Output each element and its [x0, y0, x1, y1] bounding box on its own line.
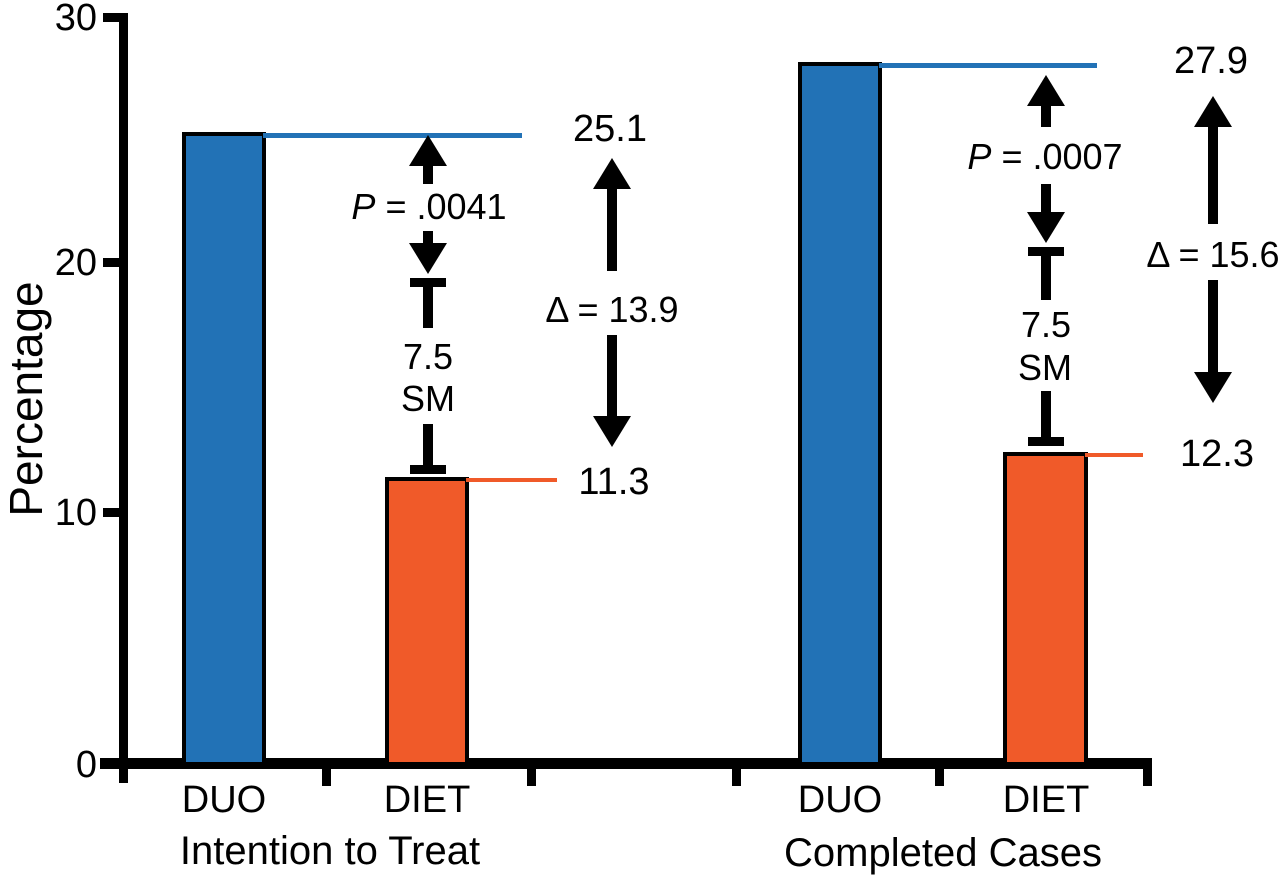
sm-value-itt: 7.5	[402, 336, 454, 377]
x-tick-2	[527, 758, 536, 786]
y-tick-30	[103, 13, 128, 22]
sm-value-cc: 7.5	[1020, 304, 1072, 345]
y-tick-20	[103, 258, 128, 267]
delta-arrow-down-head-cc	[1194, 372, 1232, 403]
delta-label-itt: Δ = 13.9	[545, 289, 679, 330]
sm-unit-itt: SM	[401, 378, 455, 419]
x-tick-1	[322, 758, 331, 786]
p-rest-itt: = .0041	[375, 186, 507, 227]
x-axis-line	[100, 758, 1152, 769]
bar-label-diet-cc: DIET	[1002, 779, 1090, 821]
y-axis-line	[119, 13, 128, 783]
y-tick-10	[103, 508, 128, 517]
sm-errorbar-bottom-line-cc	[1041, 391, 1051, 440]
p-arrow-up-shaft-cc	[1041, 103, 1051, 127]
x-tick-3	[732, 758, 741, 786]
duo-refline-itt	[263, 132, 522, 138]
y-tick-label-0: 0	[75, 744, 97, 786]
sm-errorbar-bottom-line-itt	[423, 424, 433, 470]
p-value-label-itt: P = .0041	[351, 189, 506, 225]
sm-errorbar-top-line-itt	[423, 278, 433, 328]
y-tick-label-20: 20	[54, 242, 97, 284]
delta-arrow-down-shaft-itt	[607, 335, 617, 419]
delta-arrow-down-head-itt	[593, 416, 631, 447]
y-tick-label-10: 10	[54, 492, 97, 534]
sm-unit-cc: SM	[1018, 347, 1072, 388]
delta-arrow-up-head-itt	[593, 158, 631, 189]
x-tick-4	[935, 758, 944, 786]
duo-refline-cc	[879, 62, 1097, 68]
bar-diet-itt	[385, 476, 469, 762]
bar-duo-cc	[798, 61, 882, 762]
p-arrow-down-shaft-cc	[1041, 184, 1051, 214]
p-letter-cc: P	[967, 136, 992, 177]
delta-arrow-down-shaft-cc	[1208, 280, 1218, 375]
bar-diet-cc	[1003, 451, 1088, 762]
duo-value-cc: 27.9	[1174, 40, 1248, 82]
sm-errorbar-bottom-cap-itt	[410, 465, 446, 474]
group-label-itt: Intention to Treat	[179, 829, 481, 873]
sm-errorbar-top-line-cc	[1041, 247, 1051, 300]
bar-duo-itt	[182, 131, 266, 762]
p-arrow-up-head-cc	[1027, 75, 1065, 106]
p-rest-cc: = .0007	[991, 136, 1123, 177]
delta-arrow-up-shaft-cc	[1208, 124, 1218, 224]
delta-label-cc: Δ = 15.6	[1146, 234, 1280, 275]
diet-refline-itt	[466, 477, 557, 482]
p-arrow-down-head-cc	[1027, 212, 1065, 243]
p-value-label-cc: P = .0007	[967, 139, 1122, 175]
diet-refline-cc	[1085, 452, 1143, 457]
sm-errorbar-bottom-cap-cc	[1028, 437, 1064, 446]
delta-arrow-up-shaft-itt	[607, 186, 617, 271]
bar-label-diet-itt: DIET	[383, 779, 471, 821]
diet-value-cc: 12.3	[1180, 433, 1254, 475]
y-tick-label-30: 30	[54, 0, 97, 39]
group-label-cc: Completed Cases	[784, 831, 1102, 875]
p-arrow-down-shaft-itt	[423, 231, 433, 246]
duo-value-itt: 25.1	[573, 108, 647, 150]
bar-label-duo-itt: DUO	[181, 779, 267, 821]
p-arrow-up-shaft-itt	[423, 163, 433, 184]
y-axis-title: Percentage	[0, 281, 52, 517]
p-arrow-up-head-itt	[409, 135, 447, 166]
x-tick-end	[1143, 758, 1152, 786]
p-letter-itt: P	[351, 186, 376, 227]
bar-label-duo-cc: DUO	[797, 779, 883, 821]
delta-arrow-up-head-cc	[1194, 96, 1232, 127]
p-arrow-down-head-itt	[409, 243, 447, 274]
diet-value-itt: 11.3	[578, 461, 650, 503]
